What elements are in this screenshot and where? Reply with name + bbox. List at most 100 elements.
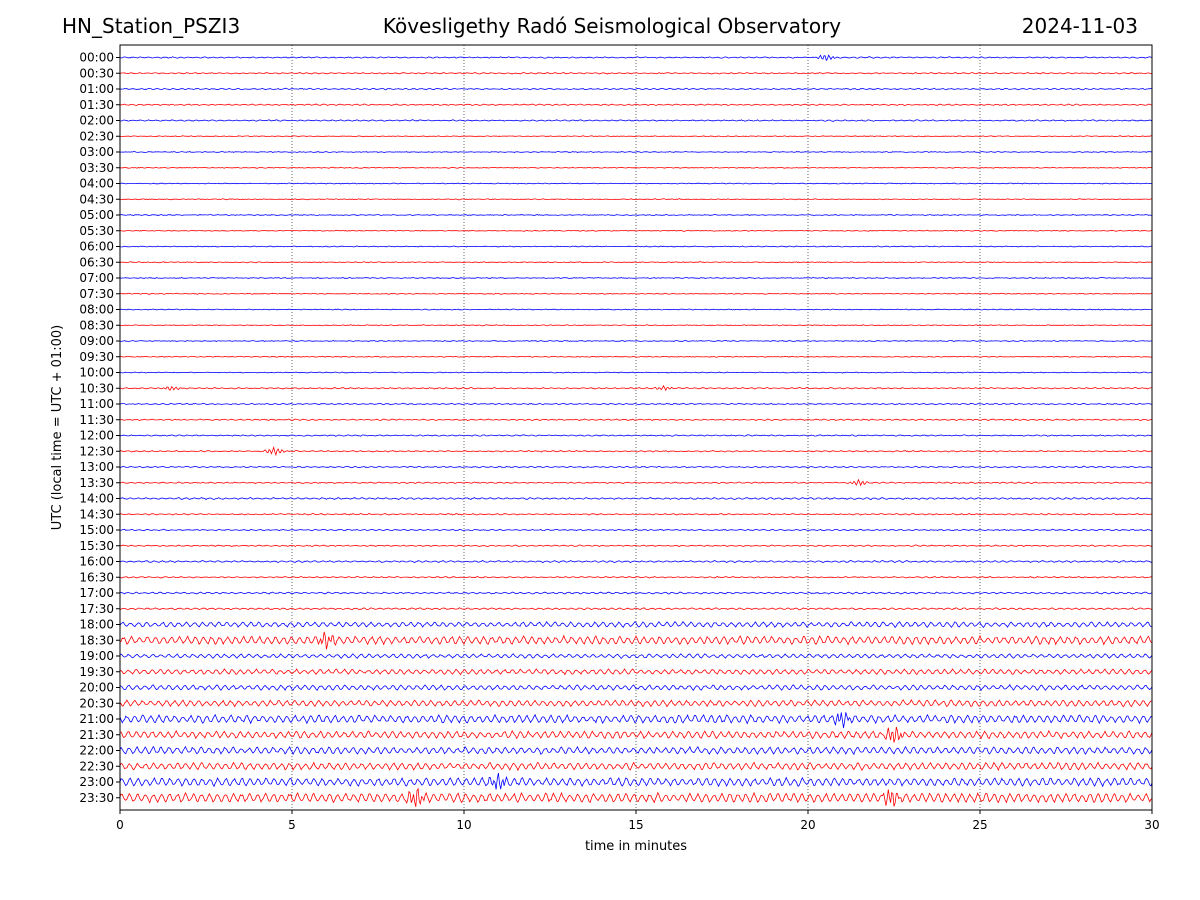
x-tick-label: 0 bbox=[116, 818, 124, 832]
y-tick-label: 22:30 bbox=[79, 759, 114, 773]
y-tick-label: 13:30 bbox=[79, 476, 114, 490]
y-tick-label: 02:00 bbox=[79, 114, 114, 128]
y-tick-label: 18:30 bbox=[79, 633, 114, 647]
trace-1630 bbox=[119, 576, 1153, 579]
y-tick-label: 08:00 bbox=[79, 303, 114, 317]
y-tick-label: 06:00 bbox=[79, 240, 114, 254]
y-tick-label: 13:00 bbox=[79, 460, 114, 474]
y-tick-label: 00:30 bbox=[79, 66, 114, 80]
trace-0930 bbox=[119, 355, 1153, 358]
y-tick-label: 05:00 bbox=[79, 208, 114, 222]
trace-2200 bbox=[119, 745, 1153, 756]
y-tick-label: 10:00 bbox=[79, 366, 114, 380]
trace-1530 bbox=[119, 544, 1153, 547]
y-axis-label: UTC (local time = UTC + 01:00) bbox=[50, 325, 65, 530]
y-tick-label: 16:30 bbox=[79, 570, 114, 584]
y-tick-label: 21:00 bbox=[79, 712, 114, 726]
x-tick-label: 25 bbox=[972, 818, 987, 832]
y-tick-label: 09:00 bbox=[79, 334, 114, 348]
trace-0900 bbox=[119, 340, 1153, 343]
trace-2100 bbox=[119, 712, 1153, 729]
trace-0730 bbox=[119, 292, 1152, 295]
trace-1100 bbox=[119, 402, 1153, 406]
trace-1400 bbox=[119, 497, 1152, 501]
trace-1330 bbox=[119, 478, 1153, 487]
trace-1200 bbox=[119, 434, 1153, 437]
x-tick-label: 10 bbox=[456, 818, 471, 832]
y-tick-label: 03:00 bbox=[79, 145, 114, 159]
x-axis-ticks: 0 5 10 15 20 25 30 bbox=[116, 810, 1160, 832]
y-tick-label: 14:30 bbox=[79, 507, 114, 521]
y-tick-label: 09:30 bbox=[79, 350, 114, 364]
trace-0230 bbox=[119, 135, 1152, 138]
y-tick-label: 04:00 bbox=[79, 177, 114, 191]
x-tick-label: 15 bbox=[628, 818, 643, 832]
trace-0030 bbox=[119, 72, 1153, 75]
y-tick-label: 06:30 bbox=[79, 255, 114, 269]
x-tick-label: 30 bbox=[1144, 818, 1159, 832]
trace-1130 bbox=[119, 418, 1153, 421]
y-tick-label: 10:30 bbox=[79, 381, 114, 395]
y-tick-label: 21:30 bbox=[79, 728, 114, 742]
y-tick-label: 20:30 bbox=[79, 696, 114, 710]
trace-0130 bbox=[119, 103, 1152, 106]
chart-date: 2024-11-03 bbox=[1021, 14, 1138, 38]
y-tick-label: 04:30 bbox=[79, 192, 114, 206]
y-tick-label: 07:00 bbox=[79, 271, 114, 285]
y-tick-label: 02:30 bbox=[79, 129, 114, 143]
y-tick-label: 03:30 bbox=[79, 161, 114, 175]
y-tick-label: 12:30 bbox=[79, 444, 114, 458]
y-tick-label: 16:00 bbox=[79, 555, 114, 569]
trace-0200 bbox=[119, 119, 1153, 122]
trace-1500 bbox=[119, 528, 1153, 532]
y-tick-label: 00:00 bbox=[79, 51, 114, 65]
trace-0700 bbox=[119, 276, 1153, 279]
y-tick-label: 18:00 bbox=[79, 618, 114, 632]
trace-0800 bbox=[119, 308, 1153, 311]
y-tick-label: 12:00 bbox=[79, 429, 114, 443]
vertical-gridlines bbox=[291, 45, 981, 810]
y-tick-label: 05:30 bbox=[79, 224, 114, 238]
trace-2230 bbox=[119, 761, 1153, 772]
y-tick-label: 19:00 bbox=[79, 649, 114, 663]
trace-1900 bbox=[119, 653, 1153, 660]
trace-0100 bbox=[119, 87, 1153, 91]
trace-1300 bbox=[119, 465, 1153, 469]
trace-0300 bbox=[120, 151, 1153, 153]
trace-1930 bbox=[119, 668, 1153, 676]
trace-1800 bbox=[119, 620, 1153, 629]
y-tick-label: 23:30 bbox=[79, 791, 114, 805]
y-tick-label: 07:30 bbox=[79, 287, 114, 301]
y-tick-label: 01:00 bbox=[79, 82, 114, 96]
trace-1430 bbox=[120, 512, 1153, 516]
station-name: HN_Station_PSZI3 bbox=[62, 14, 241, 38]
trace-1230 bbox=[120, 446, 1153, 457]
y-tick-label: 01:30 bbox=[79, 98, 114, 112]
trace-0530 bbox=[119, 229, 1153, 232]
chart-title: Kövesligethy Radó Seismological Observat… bbox=[382, 14, 842, 38]
trace-0430 bbox=[119, 198, 1153, 201]
seismic-traces bbox=[119, 54, 1153, 807]
y-tick-label: 23:00 bbox=[79, 775, 114, 789]
trace-1700 bbox=[119, 591, 1153, 595]
trace-1600 bbox=[119, 560, 1153, 564]
y-tick-label: 17:30 bbox=[79, 602, 114, 616]
trace-1830 bbox=[119, 631, 1153, 650]
x-axis-label: time in minutes bbox=[585, 839, 687, 854]
trace-0330 bbox=[119, 166, 1153, 169]
y-tick-label: 19:30 bbox=[79, 665, 114, 679]
x-tick-label: 5 bbox=[288, 818, 296, 832]
y-tick-label: 14:00 bbox=[79, 492, 114, 506]
y-tick-label: 20:00 bbox=[79, 681, 114, 695]
y-tick-label: 17:00 bbox=[79, 586, 114, 600]
trace-0830 bbox=[119, 324, 1153, 327]
trace-2000 bbox=[119, 684, 1153, 692]
trace-2130 bbox=[119, 726, 1153, 743]
y-tick-label: 11:30 bbox=[79, 413, 114, 427]
trace-1000 bbox=[119, 371, 1152, 374]
trace-0400 bbox=[119, 182, 1152, 185]
trace-1030 bbox=[119, 384, 1152, 392]
trace-2030 bbox=[119, 699, 1153, 708]
